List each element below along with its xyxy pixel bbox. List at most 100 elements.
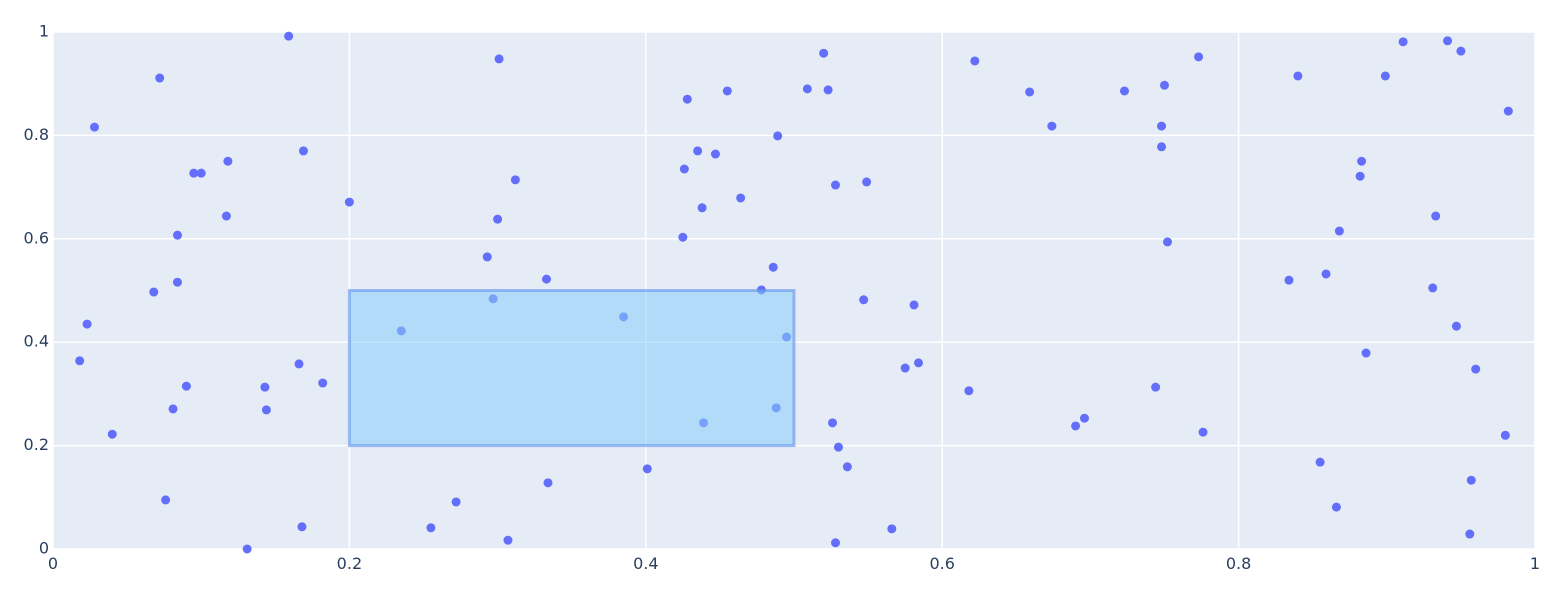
point (722, 86, 732, 96)
point (682, 94, 692, 104)
point (1466, 475, 1476, 485)
y-tick-label: 0.6 (24, 228, 49, 247)
point (693, 146, 703, 156)
x-tick-label: 0.4 (633, 554, 658, 573)
point (1331, 502, 1341, 512)
point (913, 358, 923, 368)
point (482, 252, 492, 262)
point (1334, 226, 1344, 236)
point (1071, 421, 1081, 431)
point (1151, 382, 1161, 392)
point (161, 495, 171, 505)
point (819, 48, 829, 58)
point (1398, 37, 1408, 47)
point (493, 214, 503, 224)
point (823, 85, 833, 95)
point (223, 156, 233, 166)
selection-box (347, 289, 796, 448)
point (1500, 430, 1510, 440)
point (1451, 321, 1461, 331)
point (773, 131, 783, 141)
point (1315, 457, 1325, 467)
point (842, 462, 852, 472)
point (189, 168, 199, 178)
point (284, 31, 294, 41)
point (833, 442, 843, 452)
point (426, 523, 436, 533)
point (1198, 427, 1208, 437)
point (1361, 348, 1371, 358)
x-tick-label: 0.2 (337, 554, 362, 573)
point (168, 404, 178, 414)
point (172, 277, 182, 287)
point (297, 522, 307, 532)
point (1157, 142, 1167, 152)
point (1160, 80, 1169, 90)
point (830, 538, 840, 548)
point (181, 381, 191, 391)
y-tick-label: 0.8 (24, 125, 49, 144)
y-tick-label: 0.4 (24, 332, 49, 351)
point (1428, 283, 1438, 293)
point (196, 168, 206, 178)
point (155, 73, 165, 83)
point (1380, 71, 1390, 81)
point (1079, 413, 1089, 423)
point (149, 287, 159, 297)
point (1456, 46, 1466, 56)
y-tick-label: 0 (39, 539, 49, 558)
point (710, 149, 720, 159)
point (736, 193, 746, 203)
point (318, 378, 328, 388)
point (542, 274, 552, 284)
point (1119, 86, 1129, 96)
x-tick-label: 1 (1530, 554, 1540, 573)
point (828, 418, 838, 428)
point (1503, 106, 1513, 116)
point (1321, 269, 1331, 279)
point (1471, 364, 1481, 374)
point (1431, 211, 1441, 221)
point (1025, 87, 1035, 97)
point (909, 300, 919, 310)
point (89, 122, 99, 132)
point (75, 356, 85, 366)
point (964, 386, 974, 396)
point (344, 197, 354, 207)
point (221, 211, 231, 221)
point (802, 84, 812, 94)
point (261, 405, 271, 415)
point (1047, 121, 1057, 131)
point (1293, 71, 1303, 81)
point (451, 497, 461, 507)
point (1465, 529, 1475, 539)
point (1357, 156, 1367, 166)
point (242, 544, 252, 554)
point (503, 535, 513, 545)
point (862, 177, 872, 187)
x-tick-label: 0 (48, 554, 58, 573)
point (679, 164, 689, 174)
point (970, 56, 980, 66)
point (642, 464, 652, 474)
point (1194, 52, 1204, 62)
point (1355, 171, 1365, 181)
point (1157, 121, 1167, 131)
point (172, 230, 182, 240)
y-tick-label: 1 (39, 22, 49, 41)
point (294, 359, 304, 369)
point (678, 232, 688, 242)
point (510, 175, 520, 185)
x-tick-label: 0.6 (929, 554, 954, 573)
point (900, 363, 910, 373)
point (1443, 36, 1453, 46)
y-tick-label: 0.2 (24, 435, 49, 454)
point (82, 319, 92, 329)
point (768, 262, 778, 272)
point (830, 180, 840, 190)
point (298, 146, 308, 156)
x-tick-label: 0.8 (1226, 554, 1251, 573)
point (543, 478, 553, 488)
point (887, 524, 897, 534)
